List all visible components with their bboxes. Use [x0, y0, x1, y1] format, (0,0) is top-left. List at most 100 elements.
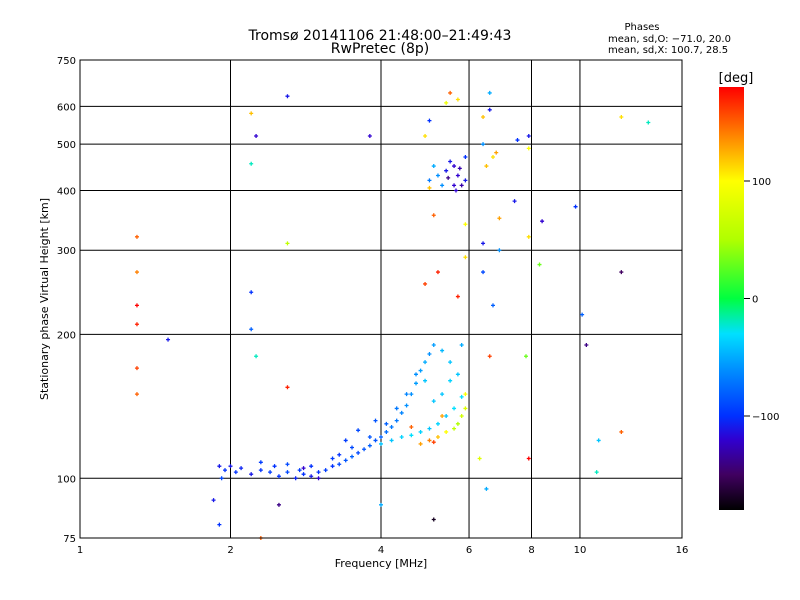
- data-point: [394, 406, 399, 411]
- data-point: [435, 421, 440, 426]
- colorbar-tick-label: −100: [752, 412, 779, 423]
- data-point: [484, 164, 489, 169]
- data-point: [646, 120, 651, 125]
- chart-subtitle: RwPretec (8p): [331, 41, 429, 57]
- data-point: [481, 241, 486, 246]
- data-point: [285, 241, 290, 246]
- data-point: [444, 429, 449, 434]
- x-tick-label: 8: [528, 545, 534, 556]
- data-point: [459, 394, 464, 399]
- data-point: [373, 438, 378, 443]
- data-point: [452, 164, 457, 169]
- data-point: [427, 426, 432, 431]
- data-point: [254, 354, 259, 359]
- data-point: [384, 421, 389, 426]
- data-point: [594, 470, 599, 475]
- data-points: [134, 90, 651, 540]
- data-point: [487, 354, 492, 359]
- colorbar-label: [deg]: [719, 71, 754, 86]
- data-point: [404, 403, 409, 408]
- data-point: [463, 155, 468, 160]
- data-point: [330, 456, 335, 461]
- data-point: [418, 441, 423, 446]
- data-point: [166, 337, 171, 342]
- data-point: [427, 185, 432, 190]
- data-point: [455, 372, 460, 377]
- data-point: [455, 173, 460, 178]
- data-point: [409, 433, 414, 438]
- data-point: [463, 178, 468, 183]
- data-point: [448, 90, 453, 95]
- data-point: [301, 466, 306, 471]
- data-point: [384, 429, 389, 434]
- colorbar-ticks: 100 0 −100: [744, 177, 779, 423]
- data-point: [459, 343, 464, 348]
- data-point: [435, 173, 440, 178]
- data-point: [373, 418, 378, 423]
- data-point: [435, 434, 440, 439]
- data-point: [134, 322, 139, 327]
- x-tick-label: 2: [227, 545, 233, 556]
- data-point: [619, 429, 624, 434]
- data-point: [540, 219, 545, 224]
- x-tick-label: 16: [676, 545, 689, 556]
- y-tick-label: 500: [57, 140, 76, 151]
- chart-title: Tromsø 20141106 21:48:00–21:49:43: [248, 28, 512, 44]
- data-point: [455, 421, 460, 426]
- data-point: [316, 476, 321, 481]
- data-point: [356, 450, 361, 455]
- stats-x-line: mean, sd,X: 100.7, 28.5: [608, 45, 728, 56]
- data-point: [515, 138, 520, 143]
- data-point: [330, 464, 335, 469]
- data-point: [297, 468, 302, 473]
- data-point: [490, 155, 495, 160]
- data-point: [526, 134, 531, 139]
- data-point: [487, 107, 492, 112]
- data-point: [389, 425, 394, 430]
- data-point: [285, 385, 290, 390]
- x-tick-label: 10: [574, 545, 587, 556]
- data-point: [459, 413, 464, 418]
- data-point: [367, 134, 372, 139]
- data-point: [431, 440, 436, 445]
- data-point: [463, 406, 468, 411]
- data-point: [427, 118, 432, 123]
- data-point: [526, 234, 531, 239]
- data-point: [249, 161, 254, 166]
- data-point: [399, 434, 404, 439]
- data-point: [379, 441, 383, 446]
- axis-ticks: 1 2 4 6 8 10 16 75 100 200 300 400 500 600 750: [57, 56, 688, 556]
- data-point: [367, 443, 372, 448]
- data-point: [356, 428, 361, 433]
- data-point: [435, 270, 440, 275]
- data-point: [444, 168, 449, 173]
- data-point: [134, 270, 139, 275]
- colorbar-tick-label: 0: [752, 295, 758, 306]
- stats-o-line: mean, sd,O: −71.0, 20.0: [608, 34, 731, 45]
- data-point: [285, 462, 290, 467]
- data-point: [258, 460, 263, 465]
- data-point: [431, 213, 436, 218]
- data-point: [211, 498, 216, 503]
- data-point: [423, 134, 428, 139]
- data-point: [423, 378, 428, 383]
- data-point: [448, 360, 453, 365]
- x-tick-label: 4: [378, 545, 384, 556]
- data-point: [494, 150, 499, 155]
- data-point: [293, 476, 298, 481]
- data-point: [481, 114, 486, 119]
- data-point: [134, 303, 139, 308]
- data-point: [453, 188, 458, 193]
- data-point: [452, 183, 457, 188]
- data-point: [481, 270, 486, 275]
- data-point: [512, 199, 517, 204]
- data-point: [423, 360, 428, 365]
- data-point: [258, 468, 263, 473]
- data-point: [427, 178, 432, 183]
- data-point: [379, 434, 383, 439]
- y-tick-label: 400: [57, 186, 76, 197]
- y-tick-label: 100: [57, 474, 76, 485]
- data-point: [285, 94, 290, 99]
- data-point: [573, 204, 578, 209]
